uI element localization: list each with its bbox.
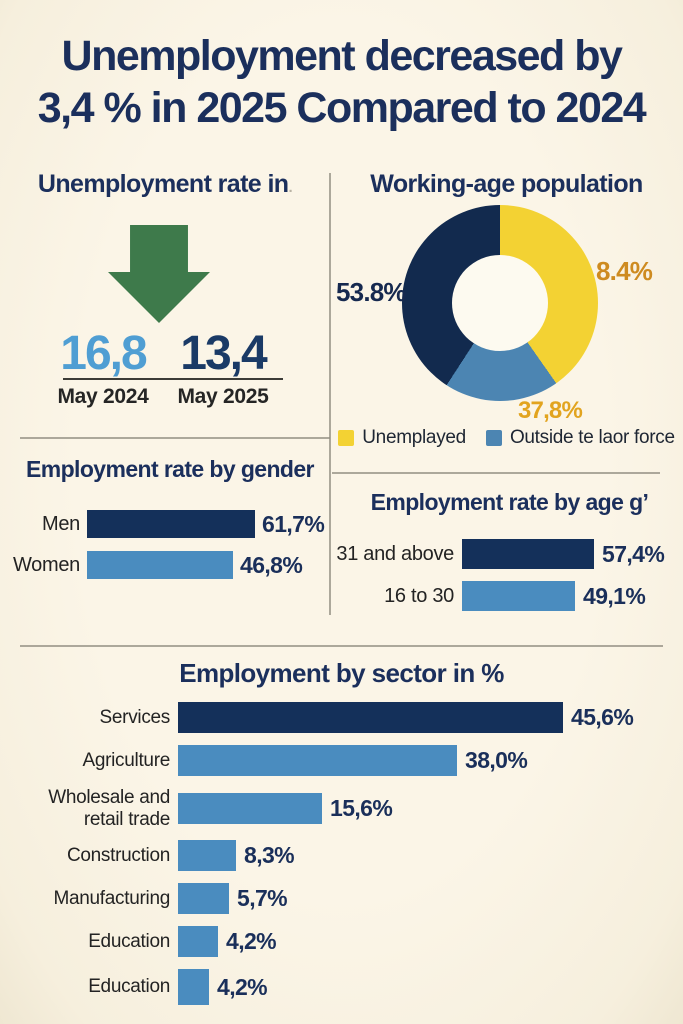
bar-value: 61,7% bbox=[262, 510, 325, 537]
gender-row-women: Women 46,8% bbox=[0, 551, 330, 579]
bar-label: Women bbox=[12, 553, 80, 576]
rate-change-title: Unemployment rate in. bbox=[37, 170, 293, 198]
bar-education bbox=[178, 926, 218, 957]
legend-swatch-blue bbox=[485, 430, 502, 446]
age-row-31-above: 31 and above 57,4% bbox=[330, 539, 683, 569]
bar-value: 15,6% bbox=[330, 795, 393, 822]
bar-value: 49,1% bbox=[583, 582, 646, 609]
vertical-divider bbox=[329, 173, 331, 615]
bar-label: 31 and above bbox=[336, 542, 454, 565]
donut-label-navy: 53.8% bbox=[336, 277, 407, 307]
bar-label: Education bbox=[88, 976, 170, 998]
donut-label-blue: 37,8% bbox=[517, 397, 583, 424]
sector-chart-title: Employment by sector in % bbox=[179, 658, 504, 688]
rate-underline bbox=[63, 378, 283, 380]
legend-label: Unemplayed bbox=[362, 427, 466, 448]
age-chart-title: Employment rate by age g’ bbox=[370, 489, 649, 515]
page-title-line1: Unemployment decreased by bbox=[61, 32, 623, 80]
bar-manufacturing bbox=[178, 883, 229, 914]
bar-men bbox=[87, 510, 255, 538]
sector-row-construction: Construction 8,3% bbox=[0, 840, 683, 871]
bar-wholesale-retail bbox=[178, 793, 322, 825]
gender-chart-title: Employment rate by gender bbox=[26, 456, 315, 482]
rate-2024-value: 16,8 bbox=[60, 327, 147, 380]
legend-swatch-yellow bbox=[338, 430, 355, 446]
bar-value: 38,0% bbox=[465, 747, 528, 773]
donut-label-yellow: 8.4% bbox=[596, 256, 653, 286]
bar-value: 8,3% bbox=[244, 842, 295, 868]
bar-label: Men bbox=[41, 512, 80, 535]
bar-label: Agriculture bbox=[82, 749, 170, 771]
bar-label-line2: retail trade bbox=[83, 808, 170, 830]
age-row-16-30: 16 to 30 49,1% bbox=[330, 581, 683, 611]
rate-2025-value: 13,4 bbox=[180, 327, 267, 380]
bar-label: 16 to 30 bbox=[384, 584, 454, 607]
legend-item-outside-labor-force: Outside te laor force bbox=[485, 427, 675, 449]
bar-label: Manufacturing bbox=[53, 887, 170, 909]
page-title-line2: 3,4 % in 2025 Compared to 2024 bbox=[37, 84, 647, 133]
legend-item-unemployed: Unemplayed bbox=[338, 427, 466, 449]
rate-2024-label: May 2024 bbox=[57, 385, 149, 408]
bar-women bbox=[87, 551, 233, 579]
bar-construction bbox=[178, 840, 236, 871]
donut-chart bbox=[402, 205, 598, 401]
bar-value: 5,7% bbox=[237, 885, 288, 911]
bar-value: 45,6% bbox=[571, 704, 634, 730]
sector-row-education-2: Education 4,2% bbox=[0, 969, 683, 1005]
bar-label-line1: Wholesale and bbox=[48, 787, 170, 808]
bar-label: Construction bbox=[66, 844, 170, 866]
sector-row-wholesale-retail: Wholesale and retail trade 15,6% bbox=[0, 787, 683, 831]
donut-legend: Unemplayed Outside te laor force bbox=[330, 427, 683, 449]
bar-label: Wholesale and retail trade bbox=[0, 787, 170, 831]
bar-education-2 bbox=[178, 969, 209, 1005]
working-age-title: Working-age population bbox=[370, 170, 643, 198]
right-horizontal-divider bbox=[332, 472, 660, 474]
bar-value: 4,2% bbox=[217, 973, 268, 1000]
bar-agriculture bbox=[178, 745, 457, 776]
sector-row-manufacturing: Manufacturing 5,7% bbox=[0, 883, 683, 914]
bar-services bbox=[178, 702, 563, 733]
rate-2025-label: May 2025 bbox=[177, 385, 269, 408]
page-title: Unemployment decreased by 3,4 % in 2025 … bbox=[8, 30, 675, 135]
bar-31-above bbox=[462, 539, 594, 569]
sector-row-services: Services 45,6% bbox=[0, 702, 683, 733]
gender-row-men: Men 61,7% bbox=[0, 510, 330, 538]
bar-label: Services bbox=[99, 706, 171, 728]
sector-row-education: Education 4,2% bbox=[0, 926, 683, 957]
full-width-divider bbox=[20, 645, 663, 647]
bar-value: 4,2% bbox=[226, 928, 277, 954]
bar-16-30 bbox=[462, 581, 575, 611]
bar-value: 57,4% bbox=[602, 540, 665, 567]
sector-row-agriculture: Agriculture 38,0% bbox=[0, 745, 683, 776]
legend-label: Outside te laor force bbox=[509, 427, 675, 448]
bar-value: 46,8% bbox=[240, 551, 303, 578]
left-horizontal-divider bbox=[20, 437, 330, 439]
down-arrow-icon bbox=[108, 225, 210, 323]
bar-label: Education bbox=[88, 930, 170, 952]
